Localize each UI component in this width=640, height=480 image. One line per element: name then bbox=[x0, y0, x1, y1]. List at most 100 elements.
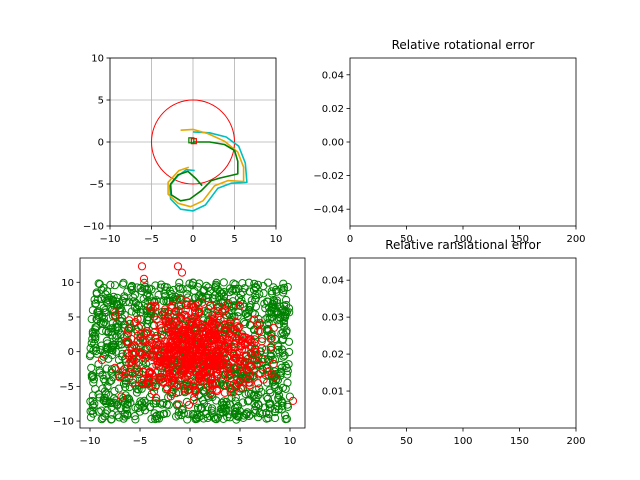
scatter-point bbox=[257, 344, 267, 353]
scatter-point bbox=[133, 331, 142, 340]
scatter-point bbox=[156, 351, 165, 360]
scatter-point bbox=[235, 377, 244, 386]
scatter-point bbox=[162, 409, 171, 418]
x-tick-label: 0 bbox=[347, 436, 353, 447]
scatter-point bbox=[109, 292, 118, 301]
scatter-point bbox=[113, 411, 122, 420]
scatter-point bbox=[89, 375, 99, 384]
scatter-point bbox=[243, 312, 252, 321]
scatter-point bbox=[127, 357, 136, 366]
scatter-point bbox=[146, 302, 155, 311]
scatter-point bbox=[129, 375, 138, 384]
scatter-point bbox=[143, 380, 152, 389]
scatter-point bbox=[86, 407, 95, 416]
scatter-point bbox=[263, 367, 272, 376]
scatter-point bbox=[277, 284, 286, 293]
scatter-point bbox=[243, 375, 253, 384]
scatter-point bbox=[137, 262, 147, 271]
scatter-point bbox=[87, 363, 96, 372]
scatter-point bbox=[100, 387, 110, 396]
scatter-point bbox=[173, 401, 182, 410]
trajectory-series-2 bbox=[169, 141, 239, 202]
scatter-point bbox=[175, 278, 184, 287]
scatter-point bbox=[178, 285, 187, 294]
scatter-point bbox=[136, 308, 146, 317]
scatter-point bbox=[227, 306, 236, 315]
scatter-point bbox=[122, 331, 132, 340]
scatter-point bbox=[229, 285, 238, 294]
scatter-point bbox=[197, 376, 206, 385]
scatter-point bbox=[126, 368, 135, 377]
scatter-point bbox=[166, 355, 175, 364]
scatter-point bbox=[189, 355, 198, 364]
scatter-point bbox=[217, 341, 226, 350]
scatter-point bbox=[98, 370, 107, 379]
scatter-point bbox=[238, 398, 247, 407]
x-tick-label: −10 bbox=[99, 234, 120, 245]
scatter-point bbox=[114, 384, 124, 393]
x-tick-label: −5 bbox=[133, 436, 148, 447]
scatter-point bbox=[226, 284, 235, 293]
scatter-point bbox=[251, 402, 261, 411]
scatter-point bbox=[185, 385, 194, 394]
scatter-point bbox=[207, 379, 216, 389]
scatter-point bbox=[237, 383, 246, 392]
scatter-point bbox=[142, 285, 151, 294]
scatter-point bbox=[251, 331, 260, 340]
scatter-point bbox=[283, 400, 292, 409]
scatter-point bbox=[255, 290, 264, 299]
scatter-point bbox=[251, 283, 260, 292]
x-tick-label: 5 bbox=[231, 234, 237, 245]
scatter-point bbox=[195, 349, 204, 359]
scatter-point bbox=[189, 278, 198, 287]
scatter-point bbox=[177, 268, 187, 277]
scatter-point bbox=[269, 283, 278, 292]
scatter-point bbox=[116, 330, 125, 339]
scatter-point bbox=[263, 324, 272, 333]
scatter-point bbox=[181, 359, 190, 368]
scatter-point bbox=[263, 394, 272, 403]
scatter-point bbox=[219, 370, 228, 379]
scatter-point bbox=[103, 406, 112, 415]
y-tick-label: 0 bbox=[68, 347, 74, 358]
scatter-point bbox=[242, 333, 251, 342]
x-tick-label: 10 bbox=[284, 436, 297, 447]
scatter-point bbox=[223, 300, 232, 309]
scatter-point bbox=[203, 413, 212, 423]
scatter-point bbox=[197, 356, 206, 366]
y-tick-label: 10 bbox=[61, 278, 74, 289]
scatter-point bbox=[250, 405, 259, 414]
scatter-point bbox=[197, 294, 206, 303]
scatter-point bbox=[133, 336, 142, 345]
scatter-point bbox=[110, 281, 120, 290]
scatter-point bbox=[164, 314, 173, 323]
scatter-point bbox=[175, 284, 185, 293]
scatter-point bbox=[195, 307, 204, 316]
scatter-point bbox=[110, 363, 120, 372]
scatter-point bbox=[123, 400, 132, 409]
y-tick-label: 5 bbox=[68, 312, 74, 323]
scatter-point bbox=[171, 356, 180, 365]
scatter-point bbox=[160, 314, 169, 323]
scatter-point bbox=[125, 298, 134, 307]
scatter-point bbox=[150, 312, 159, 321]
scatter-point bbox=[192, 337, 201, 346]
scatter-point bbox=[97, 341, 106, 350]
scatter-point bbox=[159, 374, 168, 383]
trajectory-content bbox=[151, 99, 248, 212]
scatter-point bbox=[88, 306, 98, 315]
scatter-point bbox=[208, 381, 217, 390]
scatter-point bbox=[131, 403, 140, 412]
scatter-point bbox=[157, 400, 166, 409]
scatter-point bbox=[198, 367, 207, 376]
scatter-point bbox=[187, 364, 196, 373]
axes-frame bbox=[349, 57, 577, 227]
scatter-point bbox=[267, 342, 276, 351]
scatter-point bbox=[251, 302, 260, 311]
scatter-point bbox=[122, 369, 131, 378]
y-tick-label: 0.02 bbox=[322, 104, 344, 115]
scatter-point bbox=[250, 310, 260, 319]
scatter-point bbox=[177, 411, 186, 420]
scatter-point bbox=[281, 415, 290, 424]
scatter-point bbox=[176, 357, 186, 366]
